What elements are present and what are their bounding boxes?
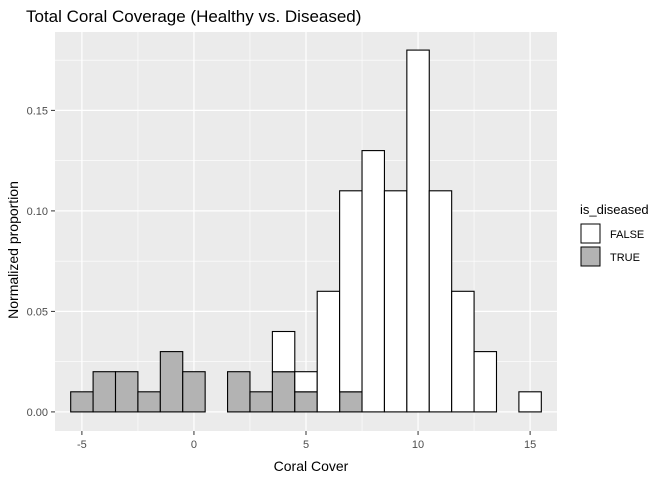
bar-false [361,150,385,413]
bar-false [406,49,430,413]
x-tick-label: 0 [191,439,197,451]
bar-true [70,391,94,413]
bar-false [473,351,498,413]
bar-true [182,371,206,413]
bar-false [271,330,296,373]
x-tick-label: 15 [524,439,536,451]
chart-title: Total Coral Coverage (Healthy vs. Diseas… [26,7,361,26]
bar-true [159,351,184,413]
legend-label-false: FALSE [610,229,644,241]
bar-true [339,391,363,413]
bar-true [92,371,117,413]
legend-label-true: TRUE [610,252,640,264]
bar-true [249,391,273,413]
x-tick-label: -5 [77,439,87,451]
bar-false [518,391,542,413]
bar-true [294,391,318,413]
legend-swatch-false [580,223,601,244]
y-tick-label: 0.15 [27,105,48,117]
x-axis-title: Coral Cover [274,458,349,474]
bar-false [339,190,363,393]
bar-false [316,290,341,413]
bar-true [227,371,251,413]
bars [70,49,542,413]
y-tick-label: 0.05 [27,306,48,318]
legend-swatch-true [580,246,601,267]
bar-false [428,190,453,413]
y-tick-label: 0.00 [27,407,48,419]
x-tick-label: 5 [303,439,309,451]
x-axis: -5 0 5 10 15 [77,431,536,451]
y-tick-label: 0.10 [27,206,48,218]
bar-true [271,371,296,413]
bar-true [114,371,139,413]
bar-false [451,290,475,413]
bar-false [294,371,318,393]
y-axis: 0.00 0.05 0.10 0.15 [27,105,55,419]
legend: is_diseased FALSE TRUE [580,202,649,267]
bar-true [137,391,161,413]
x-tick-label: 10 [412,439,424,451]
legend-title: is_diseased [580,202,649,217]
y-axis-title: Normalized proportion [5,181,21,319]
bar-false [383,190,408,413]
